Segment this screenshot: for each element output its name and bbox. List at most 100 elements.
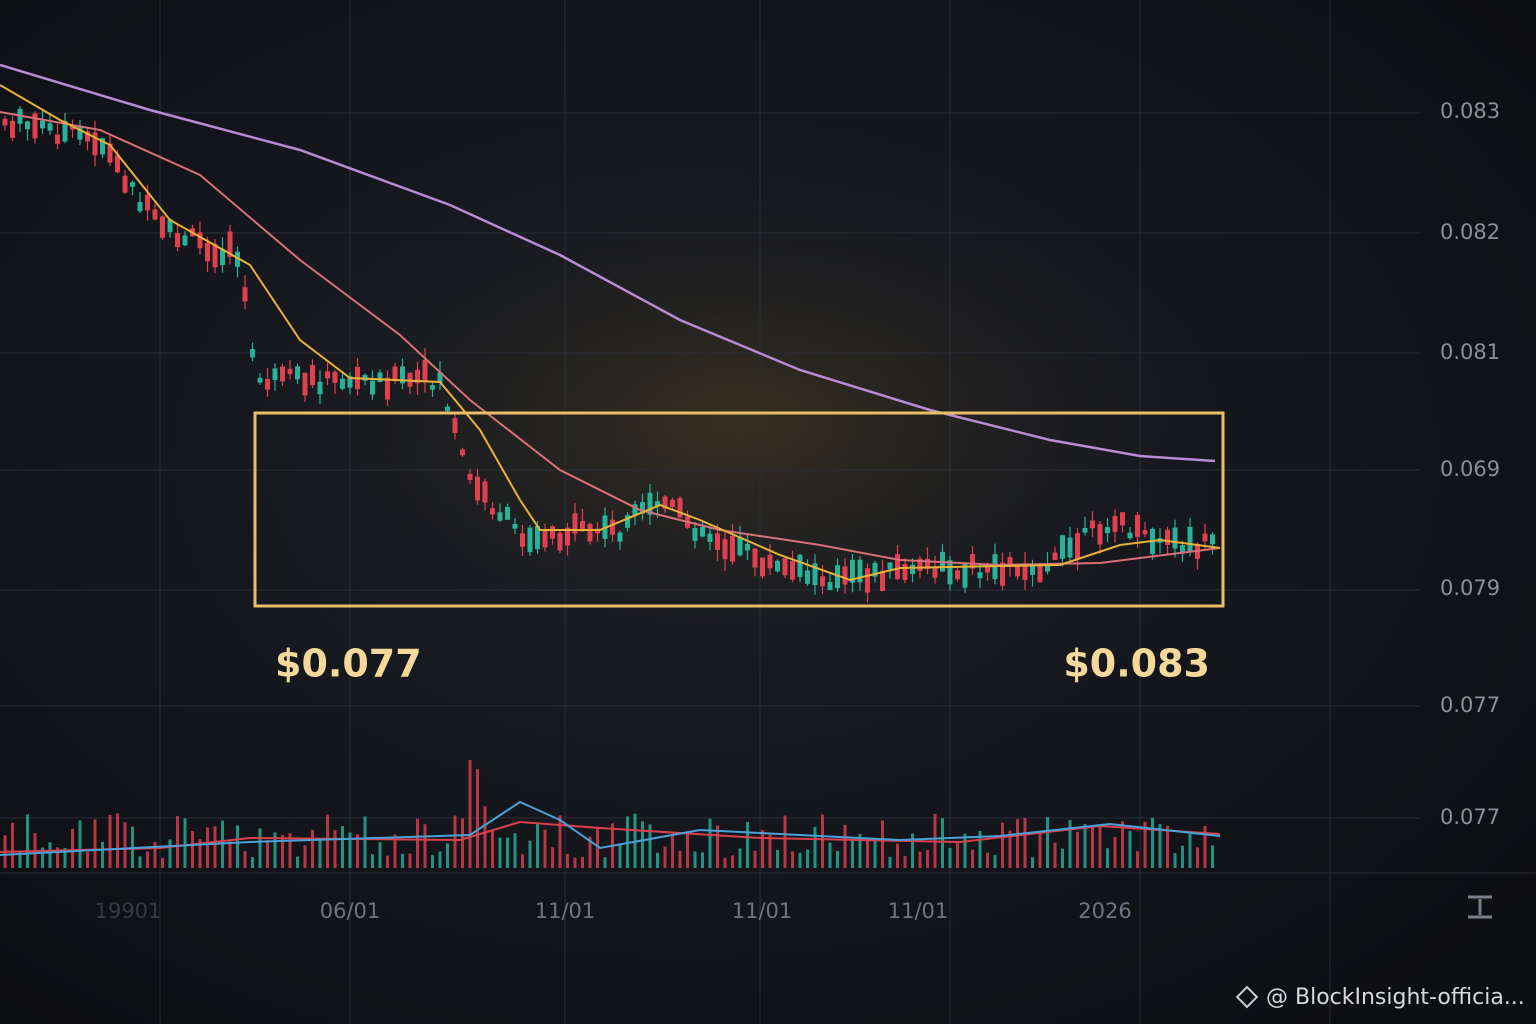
volume-bar	[903, 855, 907, 868]
volume-bar	[281, 835, 284, 868]
candle-body	[692, 527, 698, 541]
candle-body	[115, 155, 120, 173]
ma-long	[0, 63, 1216, 463]
volume-bar	[528, 840, 532, 868]
volume-bar	[663, 846, 667, 868]
candle-body	[107, 143, 113, 163]
volume-bar	[1211, 845, 1214, 868]
volume-bar	[476, 769, 479, 868]
candle-body	[775, 560, 780, 572]
price-label: 0.077	[1440, 805, 1500, 829]
volume-bar	[603, 857, 607, 868]
volume-bar	[768, 834, 772, 868]
ma-mid	[0, 111, 1221, 567]
candle-body	[130, 182, 135, 187]
volume-bar	[483, 806, 487, 868]
volume-bar	[978, 830, 982, 868]
candle-body	[505, 507, 510, 520]
candle-body	[122, 175, 128, 193]
volume-bar	[1196, 847, 1199, 868]
price-label: 0.079	[1440, 576, 1500, 600]
volume-bar	[1151, 817, 1154, 868]
candle-body	[947, 560, 953, 585]
volume-bar	[356, 834, 359, 868]
candle-body	[310, 365, 315, 386]
candle-body	[445, 406, 450, 411]
candle-body	[1105, 527, 1110, 534]
candles	[2, 106, 1215, 603]
volume-bar	[341, 826, 344, 868]
candle-body	[340, 378, 345, 389]
volume-bar	[873, 839, 877, 868]
candle-body	[242, 287, 248, 302]
watermark: @ BlockInsight-officia...	[1266, 985, 1525, 1010]
candle-body	[752, 548, 758, 568]
volume-bar	[881, 820, 884, 868]
candle-body	[77, 126, 83, 140]
candle-body	[1015, 564, 1020, 577]
candle-body	[1000, 562, 1005, 586]
volume-bar	[851, 839, 854, 868]
candle-body	[887, 562, 893, 570]
volume-bar	[678, 850, 682, 868]
volume-bar	[236, 825, 239, 868]
candle-body	[820, 576, 825, 587]
volume-bar	[93, 819, 97, 868]
date-label: 11/01	[732, 899, 793, 923]
candle-body	[392, 366, 398, 382]
volume-bar	[1076, 831, 1079, 868]
volume-bar	[491, 831, 494, 868]
candle-body	[347, 376, 353, 388]
volume-bar	[363, 816, 367, 868]
candle-body	[92, 132, 98, 156]
volume-bar	[618, 844, 622, 868]
volume-bar	[566, 853, 569, 868]
candle-body	[782, 558, 788, 576]
volume-bar	[1158, 824, 1162, 868]
volume-bar	[116, 813, 119, 868]
candle-body	[880, 570, 885, 591]
candle-body	[617, 532, 623, 542]
candle-body	[1180, 545, 1185, 553]
volume-bar	[386, 855, 389, 868]
candle-body	[482, 481, 488, 503]
volume-bar	[378, 842, 382, 868]
candle-body	[932, 567, 938, 578]
volume-bar	[416, 818, 419, 868]
candle-body	[1007, 556, 1013, 566]
candle-body	[917, 558, 923, 571]
price-label: 0.083	[1440, 99, 1500, 123]
candle-body	[385, 377, 390, 400]
volume-bar	[798, 852, 802, 868]
volume-bar	[731, 855, 734, 868]
candle-body	[205, 242, 210, 262]
volume-bar	[468, 759, 472, 868]
candle-body	[422, 359, 428, 383]
candle-body	[985, 565, 990, 573]
candle-body	[760, 557, 765, 577]
candle-body	[977, 572, 983, 579]
volume-bar	[701, 852, 704, 868]
candle-body	[1187, 526, 1193, 552]
candle-body	[1165, 529, 1170, 546]
volume-bar	[18, 850, 22, 868]
volume-bar	[746, 821, 749, 868]
volume-bar	[723, 857, 727, 868]
volume-bar	[1053, 842, 1057, 868]
volume-bar	[78, 820, 82, 868]
volume-bar	[423, 824, 427, 868]
candle-body	[925, 558, 930, 569]
candle-body	[1135, 514, 1140, 537]
volume-bar	[206, 827, 209, 868]
candle-body	[32, 113, 38, 139]
resize-icon	[1468, 895, 1492, 919]
candle-body	[227, 231, 233, 257]
candle-body	[40, 120, 45, 129]
volume-bar	[513, 833, 517, 868]
volume-bar	[558, 815, 562, 868]
volume-bar	[716, 825, 719, 868]
candle-body	[1127, 532, 1133, 539]
annotation-high: $0.083	[1063, 642, 1210, 686]
volume-bar	[963, 833, 967, 868]
